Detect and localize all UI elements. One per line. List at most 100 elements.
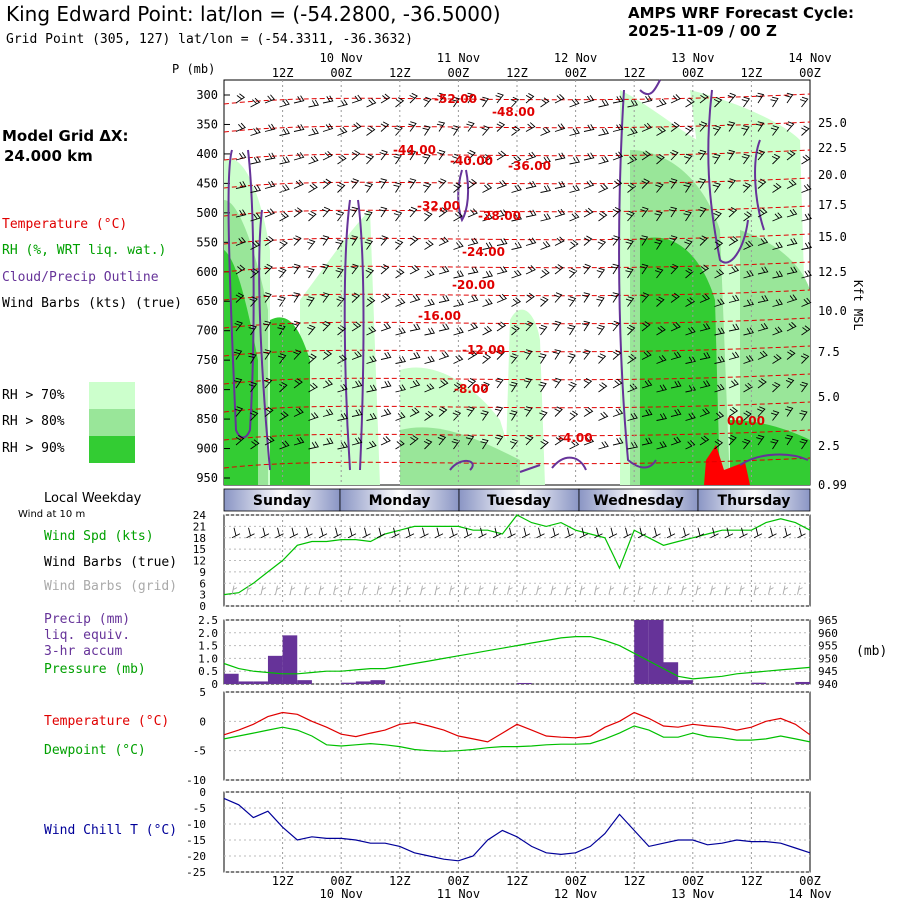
wind-barb <box>465 92 475 104</box>
grid-wind-barb <box>753 585 760 595</box>
wind-tick-label: 18 <box>193 532 206 545</box>
wind-barb <box>250 127 261 136</box>
wind-barb <box>510 438 519 450</box>
wind-barb <box>786 321 797 332</box>
grid-wind-barb <box>579 585 586 595</box>
wind-barb <box>698 206 707 218</box>
precip-tick-label: 1.0 <box>198 652 218 665</box>
cloud-outline <box>707 89 749 264</box>
wind-barb <box>263 377 273 389</box>
pressure-tick-label: 750 <box>196 353 218 367</box>
precip-tick-label: 1.5 <box>198 640 218 653</box>
cross-section-panel <box>223 79 813 486</box>
wind-barb <box>786 238 798 246</box>
top-hour-label: 12Z <box>506 66 528 80</box>
top-hour-label: 12Z <box>389 66 411 80</box>
wind-barb <box>424 410 434 421</box>
wind-barb <box>641 379 653 389</box>
legend-rh80-label: RH > 80% <box>2 414 65 429</box>
wind-barb <box>364 182 374 193</box>
windchill-panel: 0 -5 -10 -15 -20 -25 <box>186 786 811 879</box>
wind-barb <box>322 150 333 161</box>
wind-barb <box>714 356 725 364</box>
temperature-line <box>223 711 811 743</box>
wind-barb <box>337 441 348 450</box>
wind-barb <box>437 92 446 104</box>
wind-barb <box>714 268 725 279</box>
wind-barb <box>467 350 478 360</box>
precip-bar <box>253 681 268 684</box>
temperature-contour <box>223 317 811 329</box>
wind-barb <box>366 326 377 336</box>
grid-wind-barb <box>333 585 339 595</box>
wind-barb <box>482 325 493 336</box>
wind-barb <box>511 184 522 193</box>
wind-barb <box>612 378 623 389</box>
wind-barb <box>424 298 435 307</box>
wind-barb <box>408 178 417 189</box>
surface-wind-barb <box>710 527 719 539</box>
wind-barb <box>699 235 708 246</box>
wind-barb <box>380 322 392 332</box>
wind-barb <box>554 123 566 132</box>
bottom-hour-label: 00Z <box>799 874 821 888</box>
kft-tick-label: 25.0 <box>818 116 847 130</box>
top-hour-label: 12Z <box>623 66 645 80</box>
wind-barb <box>755 121 765 132</box>
wind-barb <box>451 438 461 450</box>
wind-barb <box>379 235 389 246</box>
wind-barb <box>554 406 563 417</box>
top-hour-label: 12Z <box>741 66 763 80</box>
wind-barb <box>306 296 315 307</box>
wind-barb <box>772 298 783 307</box>
precip-bar <box>341 682 356 684</box>
wind-barb <box>612 206 622 218</box>
wind-barb <box>511 125 521 136</box>
grid-wind-barb <box>376 585 383 595</box>
wind-barb <box>612 349 622 360</box>
wind-barb <box>655 182 664 193</box>
wind-barb <box>409 323 421 332</box>
wind-barb <box>250 97 261 108</box>
wind-barb <box>235 292 245 303</box>
surface-wind-barb <box>550 527 560 539</box>
wind-barb <box>569 212 580 222</box>
grid-wind-barb <box>652 585 658 595</box>
wind-barb <box>482 298 493 307</box>
wind-barb <box>394 239 404 250</box>
wind-barb <box>467 149 476 161</box>
pressure-tick-label: 450 <box>196 176 218 190</box>
wind-speed-line <box>223 514 811 596</box>
precip-bar <box>795 681 810 684</box>
wind-barb <box>757 266 769 275</box>
wind-barb <box>540 268 550 279</box>
kft-tick-label: 5.0 <box>818 390 840 404</box>
wind-barb <box>409 379 421 389</box>
wind-barb <box>235 152 247 161</box>
local-weekday-label: Local Weekday <box>44 491 142 506</box>
wind-barb <box>727 178 736 189</box>
wind-barb <box>728 406 739 417</box>
grid-wind-barb <box>260 585 267 595</box>
wind-barb <box>698 121 708 132</box>
wind-barb <box>627 182 637 193</box>
temperature-contour <box>223 261 811 273</box>
wind-barb <box>712 153 721 165</box>
wind-barb <box>366 355 377 364</box>
wind-barb <box>322 95 334 104</box>
wind-barb <box>349 206 359 218</box>
wind-barb <box>697 178 707 189</box>
grid-wind-barb <box>318 585 325 595</box>
wind-barb <box>495 92 504 104</box>
grid-wind-barb <box>710 585 716 595</box>
temperature-contour-label: -16.00 <box>418 309 461 323</box>
temperature-contour <box>223 205 811 217</box>
wind-barb <box>598 128 609 136</box>
wind-barb <box>626 324 636 336</box>
wind-barb <box>626 210 635 222</box>
temperature-contour-label: -20.00 <box>452 278 495 292</box>
wind-barb <box>641 95 653 104</box>
kft-tick-label: 20.0 <box>818 168 847 182</box>
wind-barb <box>525 292 535 303</box>
wind-barb <box>714 383 725 393</box>
